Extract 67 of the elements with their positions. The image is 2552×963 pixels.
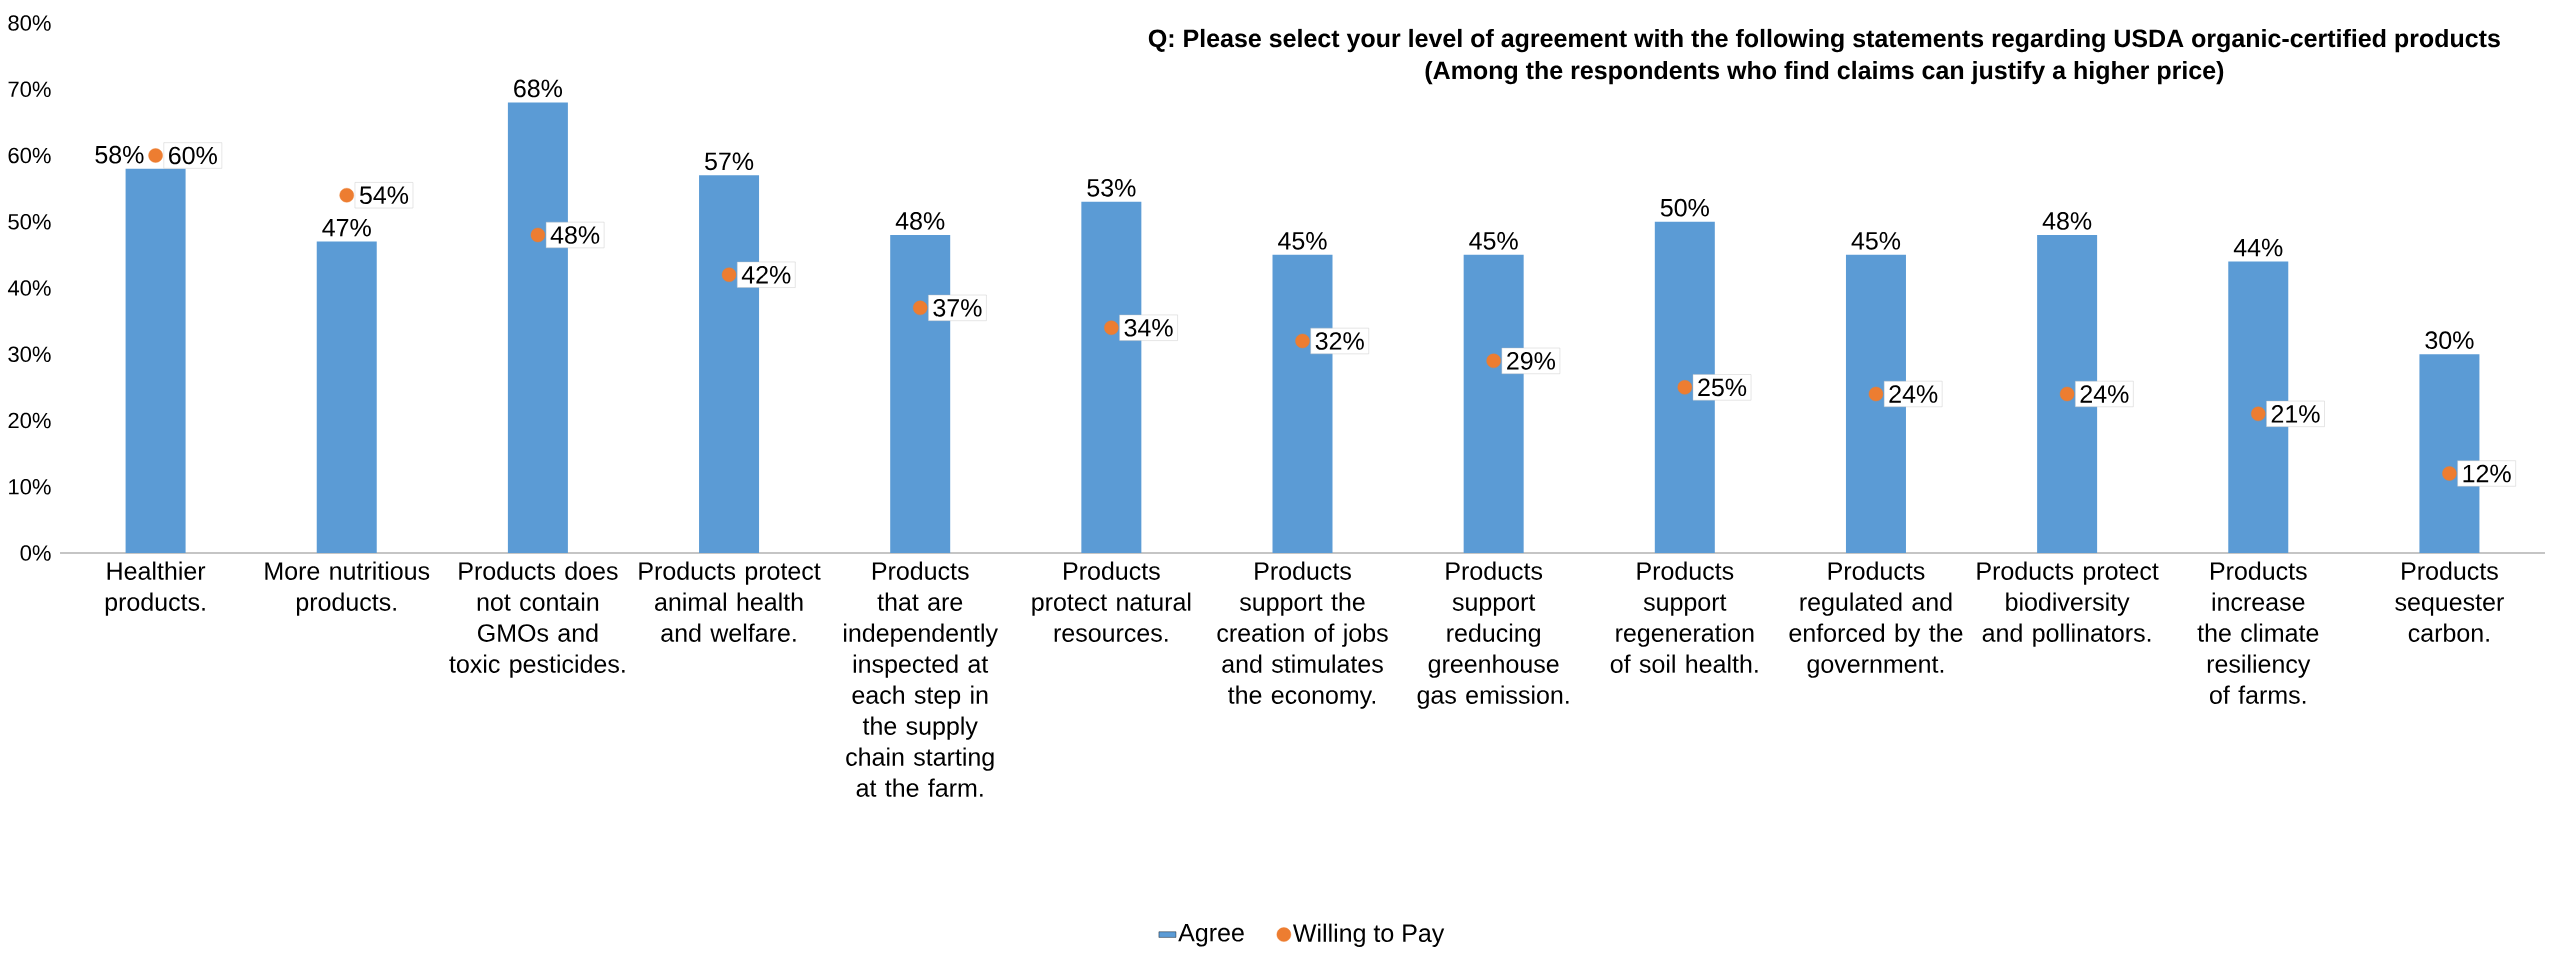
bar [125, 168, 186, 553]
data-label: 60% [169, 146, 217, 165]
data-label: 48% [550, 226, 600, 244]
x-tick-label: Products protect animal health and welfare. [639, 561, 821, 642]
point [339, 188, 354, 203]
legend-label: Agree [1178, 924, 1244, 947]
x-tick-label: Products does not contain GMOs and toxic pesticides. [449, 561, 625, 678]
data-label: 50% [1660, 198, 1709, 217]
data-label: 34% [1124, 318, 1173, 337]
x-tick-label: Products that are independently inspected at each step in the supply chain starting at the farm. [844, 561, 998, 797]
x-tick-label: Products regulated and enforced by the government. [1789, 561, 1963, 678]
point [1104, 320, 1119, 335]
y-tick-label: 20% [8, 412, 51, 429]
y-tick-label: 60% [8, 147, 51, 164]
point [2059, 386, 2075, 402]
point [2251, 406, 2266, 422]
chart-title: Q: Please select your level of agreement with the following statements regarding USDA organic-certified products [1148, 28, 2500, 53]
data-label: 45% [1278, 232, 1327, 250]
x-tick-label: Products support regeneration of soil health. [1610, 561, 1758, 673]
data-label: 45% [1469, 232, 1518, 250]
bar [316, 241, 377, 553]
data-label: 30% [2425, 331, 2474, 350]
point [148, 148, 163, 163]
data-label: 37% [933, 299, 982, 317]
data-label: 21% [2271, 405, 2320, 423]
y-tick-label: 70% [8, 81, 51, 98]
x-tick-label: Products sequester carbon. [2395, 561, 2504, 642]
x-tick-label: Healthier products. [105, 561, 206, 616]
data-label: 44% [2233, 238, 2283, 257]
point [1868, 386, 1884, 402]
y-tick-label: 30% [8, 346, 51, 363]
data-label: 29% [1507, 352, 1556, 370]
data-label: 57% [705, 152, 754, 171]
x-tick-label: Products increase the climate resiliency of farms. [2197, 561, 2319, 704]
point [913, 300, 928, 316]
y-tick-label: 0% [20, 545, 51, 561]
y-tick-label: 80% [8, 15, 51, 31]
point [1677, 380, 1693, 395]
x-tick-label: Products support reducing greenhouse gas emission. [1417, 561, 1569, 709]
data-label: 24% [1889, 385, 1938, 403]
y-tick-label: 50% [8, 213, 51, 230]
data-label: 24% [2080, 385, 2129, 403]
x-tick-label: Products protect biodiversity and pollinators. [1977, 561, 2159, 647]
text: (Among the respondents who find claims can justify a higher price) [1425, 60, 2224, 85]
point [530, 227, 546, 243]
data-label: 42% [741, 265, 791, 284]
data-label: 25% [1698, 378, 1747, 397]
data-label: 12% [2463, 464, 2511, 483]
data-label: 54% [359, 186, 409, 205]
data-label: 58% [95, 145, 144, 164]
data-label: 32% [1315, 332, 1364, 350]
point [1486, 353, 1501, 369]
data-label: 53% [1087, 178, 1136, 197]
data-label: 48% [2042, 212, 2092, 230]
y-tick-label: 10% [9, 478, 51, 495]
data-label: 68% [514, 79, 563, 98]
data-label: 47% [322, 218, 371, 237]
data-label: 45% [1851, 232, 1901, 250]
data-label: 48% [895, 212, 945, 230]
point [721, 267, 737, 282]
point [1295, 333, 1310, 349]
x-tick-label: Products support the creation of jobs and stimulates the economy. [1217, 561, 1388, 709]
x-tick-label: More nutritious products. [265, 561, 430, 616]
y-tick-label: 40% [7, 280, 51, 296]
legend-label: Willing to Pay [1292, 923, 1445, 947]
point [2442, 466, 2457, 481]
x-tick-label: Products protect natural resources. [1032, 561, 1191, 642]
